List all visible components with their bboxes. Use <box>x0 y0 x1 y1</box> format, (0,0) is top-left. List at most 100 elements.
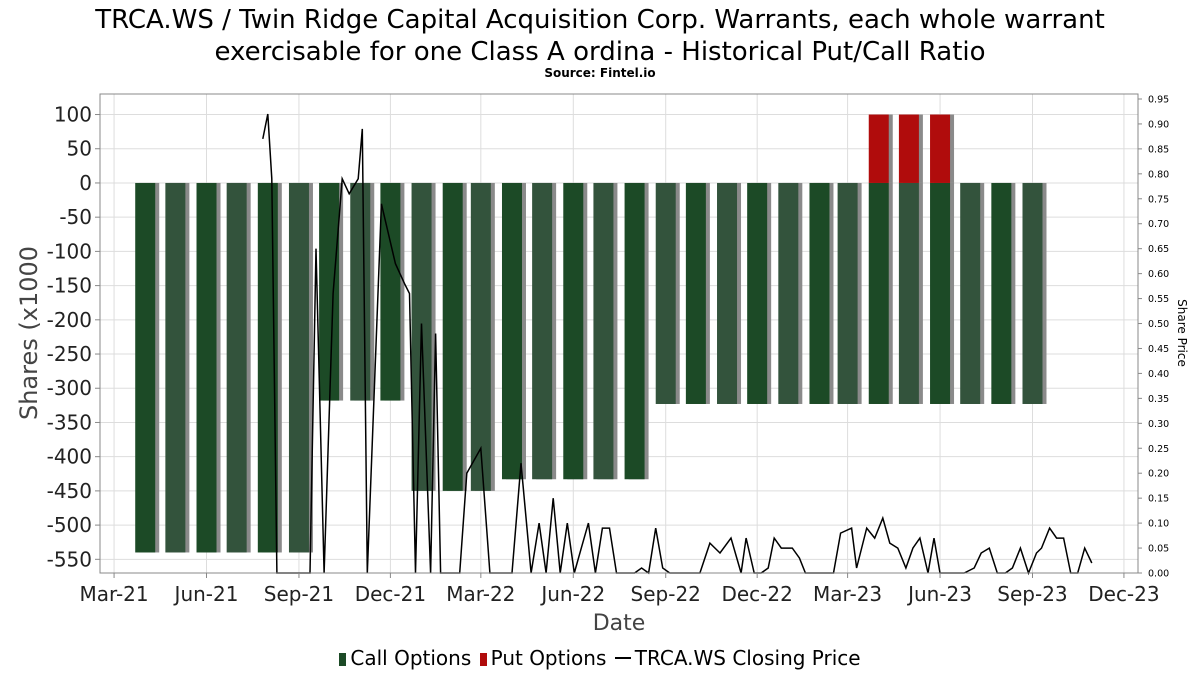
x-tick-label: Mar-23 <box>813 582 882 606</box>
call-bar <box>685 182 706 404</box>
put-bar <box>868 114 889 183</box>
legend: Call Options Put Options TRCA.WS Closing… <box>0 646 1200 670</box>
y2-tick-label: 0.80 <box>1148 169 1169 180</box>
y2-tick-label: 0.25 <box>1148 444 1169 455</box>
call-bar <box>930 182 951 404</box>
y-tick-label: -50 <box>59 205 92 229</box>
call-bar <box>470 182 491 491</box>
y2-tick-label: 0.55 <box>1148 294 1169 305</box>
y-tick-label: -400 <box>47 445 92 469</box>
call-bar <box>624 182 645 480</box>
call-bar <box>380 182 401 401</box>
x-tick-label: Dec-23 <box>1088 582 1159 606</box>
legend-swatch-price <box>614 657 631 659</box>
legend-label-puts: Put Options <box>490 646 607 670</box>
legend-item-price: TRCA.WS Closing Price <box>614 646 861 670</box>
y2-tick-label: 0.35 <box>1148 394 1169 405</box>
call-bar <box>501 182 522 480</box>
x-tick-label: Jun-22 <box>539 582 605 606</box>
x-axis-label: Date <box>593 611 646 636</box>
chart-title: TRCA.WS / Twin Ridge Capital Acquisition… <box>0 4 1200 68</box>
chart-title-line-1: TRCA.WS / Twin Ridge Capital Acquisition… <box>95 5 1105 35</box>
y2-tick-label: 0.30 <box>1148 419 1169 430</box>
plot-area-border <box>99 93 1139 574</box>
y-tick-label: -500 <box>47 513 92 537</box>
y2-tick-label: 0.10 <box>1148 519 1169 530</box>
y2-tick-label: 0.50 <box>1148 319 1169 330</box>
right-axis-ticks: 0.95 0.90 0.85 0.80 0.75 0.70 0.65 0.60 0.55 0.50… <box>1138 94 1169 580</box>
call-bar <box>747 182 768 404</box>
y2-tick-label: 0.75 <box>1148 194 1169 205</box>
call-bar <box>868 182 889 404</box>
y2-tick-label: 0.40 <box>1148 369 1169 380</box>
legend-label-calls: Call Options <box>350 646 472 670</box>
y-tick-label: -200 <box>47 308 92 332</box>
y-tick-label: -150 <box>47 274 92 298</box>
y2-axis-label: Share Price <box>1175 299 1189 367</box>
chart-title-line-2: exercisable for one Class A ordina - His… <box>214 37 986 67</box>
y-tick-label: 50 <box>67 137 92 161</box>
y-tick-label: -550 <box>47 547 92 571</box>
y2-tick-label: 0.15 <box>1148 494 1169 505</box>
call-bar <box>563 182 584 480</box>
y2-tick-label: 0.95 <box>1148 94 1169 105</box>
call-bar <box>717 182 738 404</box>
y2-tick-label: 0.70 <box>1148 219 1169 230</box>
put-bar <box>930 114 951 183</box>
y2-tick-label: 0.60 <box>1148 269 1169 280</box>
x-tick-label: Sep-21 <box>264 582 334 606</box>
call-bar <box>809 182 830 404</box>
call-bar <box>898 182 919 404</box>
y-tick-label: -100 <box>47 239 92 263</box>
x-tick-label: Jun-23 <box>906 582 972 606</box>
x-tick-label: Sep-23 <box>997 582 1067 606</box>
y2-tick-label: 0.20 <box>1148 469 1169 480</box>
call-bar <box>442 182 463 491</box>
y2-tick-label: 0.45 <box>1148 344 1169 355</box>
call-bar <box>135 182 156 553</box>
call-bar <box>655 182 676 404</box>
y2-tick-label: 0.85 <box>1148 144 1169 155</box>
legend-label-price: TRCA.WS Closing Price <box>634 646 861 670</box>
x-tick-label: Dec-21 <box>355 582 426 606</box>
legend-swatch-puts <box>479 653 487 666</box>
legend-item-puts: Put Options <box>479 646 607 670</box>
left-axis-ticks: 100 50 0 -50 -100 -150 -200 -250 -300 -350 -400 -45… <box>47 103 100 571</box>
y2-tick-label: 0.05 <box>1148 544 1169 555</box>
call-bar <box>288 182 309 553</box>
legend-swatch-calls <box>339 653 347 666</box>
call-bar <box>837 182 858 404</box>
y2-tick-label: 0.00 <box>1148 569 1169 580</box>
call-bar <box>226 182 247 553</box>
call-bar <box>778 182 799 404</box>
x-tick-label: Jun-21 <box>173 582 239 606</box>
call-bar <box>196 182 217 553</box>
x-axis-ticks: Mar-21 Jun-21 Sep-21 Dec-21 Mar-22 Jun-22 Sep-… <box>80 573 1160 606</box>
y-tick-label: -250 <box>47 342 92 366</box>
y-tick-label: 100 <box>54 103 92 127</box>
call-bar <box>1022 182 1043 404</box>
x-tick-label: Dec-22 <box>721 582 792 606</box>
x-tick-label: Mar-22 <box>446 582 515 606</box>
chart-svg: 100 50 0 -50 -100 -150 -200 -250 -300 -350 -400 -45… <box>15 93 1189 636</box>
x-tick-label: Sep-22 <box>631 582 701 606</box>
y-axis-label: Shares (x1000 <box>15 246 43 420</box>
call-bar <box>991 182 1012 404</box>
call-bar <box>532 182 553 480</box>
y-tick-label: 0 <box>79 171 92 195</box>
y2-tick-label: 0.90 <box>1148 119 1169 130</box>
bars <box>135 114 1043 553</box>
call-bar <box>350 182 371 401</box>
call-bar <box>960 182 981 404</box>
put-bar <box>898 114 919 183</box>
legend-item-calls: Call Options <box>339 646 471 670</box>
y-tick-label: -300 <box>47 376 92 400</box>
y-tick-label: -450 <box>47 479 92 503</box>
y-tick-label: -350 <box>47 410 92 434</box>
chart-source: Source: Fintel.io <box>544 66 656 80</box>
call-bar <box>319 182 340 401</box>
call-bar <box>593 182 614 480</box>
call-bar <box>165 182 186 553</box>
y2-tick-label: 0.65 <box>1148 244 1169 255</box>
x-tick-label: Mar-21 <box>80 582 149 606</box>
